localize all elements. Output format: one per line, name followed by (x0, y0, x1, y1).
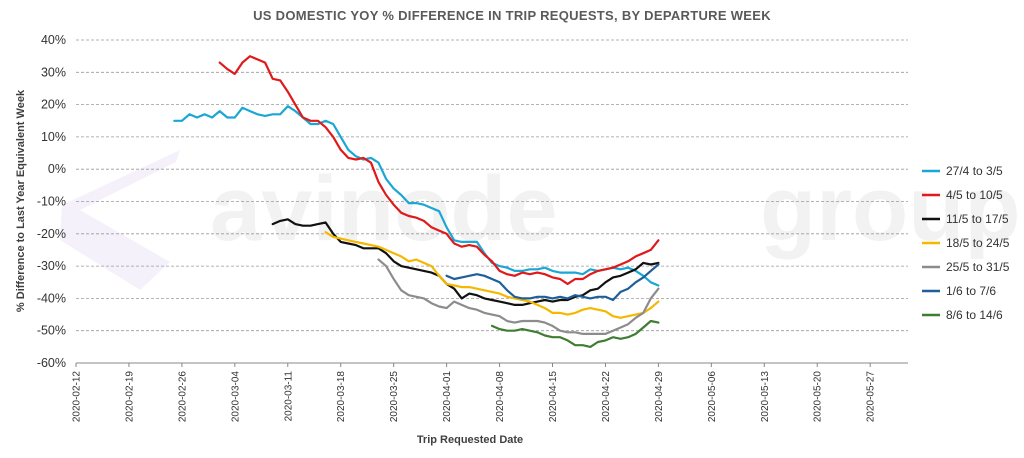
gridlines (76, 39, 908, 332)
series-line-7 (490, 319, 660, 348)
series-lines (173, 55, 660, 348)
x-tick-label: 2020-04-08 (495, 371, 506, 423)
x-tick-label: 2020-03-04 (230, 371, 241, 423)
x-tick-label: 2020-02-26 (177, 371, 188, 423)
y-tick-label: 10% (41, 130, 66, 144)
legend-label: 11/5 to 17/5 (946, 212, 1009, 226)
series-line-2 (218, 55, 660, 285)
legend-label: 8/6 to 14/6 (946, 308, 1003, 322)
series-line-4 (324, 231, 660, 319)
x-tick-label: 2020-03-11 (283, 371, 294, 422)
legend-label: 1/6 to 7/6 (946, 284, 996, 298)
legend-label: 4/5 to 10/5 (946, 188, 1003, 202)
watermark: avinode group (60, 150, 1021, 290)
y-tick-label: 40% (41, 33, 66, 47)
series-line-1 (173, 105, 660, 287)
series-line-6 (445, 263, 660, 302)
y-tick-label: 0% (48, 162, 66, 176)
y-tick-label: 30% (41, 65, 66, 79)
y-tick-label: 20% (41, 98, 66, 112)
x-tick-label: 2020-03-18 (336, 371, 347, 423)
x-axis-ticks: 2020-02-12 2020-02-19 2020-02-26 2020-03-04… (72, 363, 877, 422)
x-tick-label: 2020-05-20 (813, 371, 824, 423)
legend-label: 18/5 to 24/5 (946, 236, 1010, 250)
legend-label: 27/4 to 3/5 (946, 164, 1003, 178)
y-axis-ticks: 40% 30% 20% 10% 0% -10% -20% -30% -40% -50% -60% (37, 33, 66, 370)
y-tick-label: -20% (37, 227, 66, 241)
legend: 27/4 to 3/5 4/5 to 10/5 11/5 to 17/5 18/5 t… (922, 164, 1010, 322)
y-axis-label: % Difference to Last Year Equivalent Wee… (15, 89, 27, 312)
series-line-5 (377, 258, 660, 335)
x-tick-label: 2020-02-12 (72, 371, 83, 423)
y-tick-label: -30% (37, 259, 66, 273)
x-tick-label: 2020-02-19 (124, 371, 135, 423)
x-tick-label: 2020-04-22 (601, 371, 612, 423)
y-tick-label: -40% (37, 291, 66, 305)
y-tick-label: -60% (37, 356, 66, 370)
chart-title: US DOMESTIC YOY % DIFFERENCE IN TRIP REQ… (253, 8, 771, 23)
x-axis-label: Trip Requested Date (417, 434, 523, 446)
x-tick-label: 2020-05-13 (760, 371, 771, 423)
x-tick-label: 2020-05-27 (866, 371, 877, 423)
y-tick-label: -50% (37, 324, 66, 338)
x-tick-label: 2020-04-29 (654, 371, 665, 423)
watermark-text-2: group (760, 158, 1021, 260)
x-tick-label: 2020-03-25 (389, 371, 400, 423)
x-tick-label: 2020-05-06 (707, 371, 718, 423)
legend-label: 25/5 to 31/5 (946, 260, 1010, 274)
x-tick-label: 2020-04-15 (548, 371, 559, 423)
y-tick-label: -10% (37, 195, 66, 209)
x-tick-label: 2020-04-01 (442, 371, 453, 423)
